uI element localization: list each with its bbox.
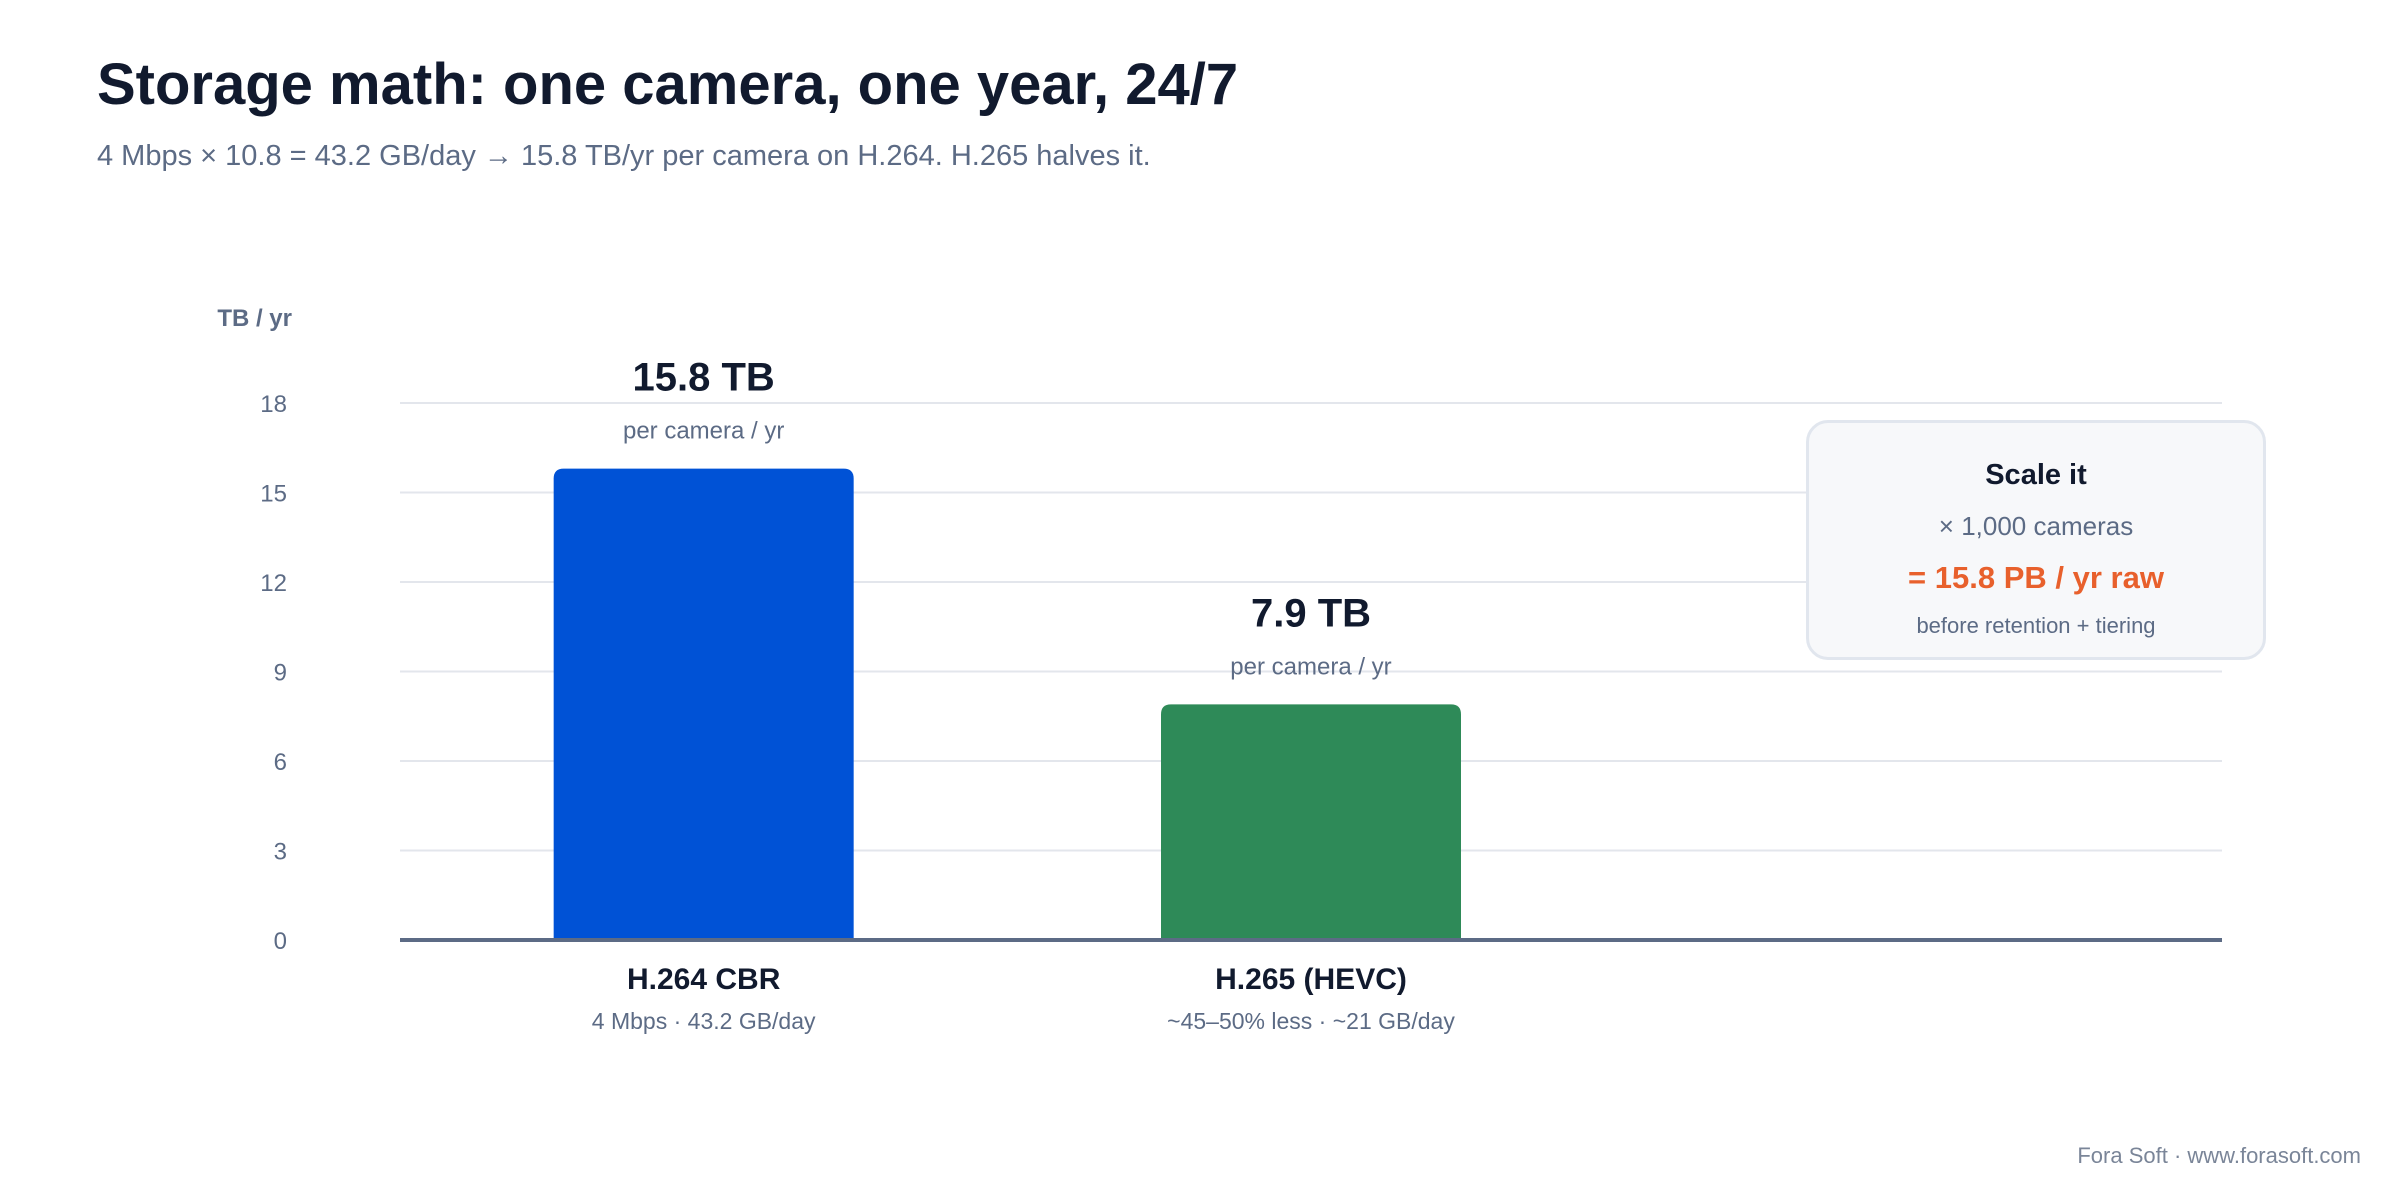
- scale-callout: Scale it × 1,000 cameras = 15.8 PB / yr …: [1806, 420, 2266, 660]
- chart-title: Storage math: one camera, one year, 24/7: [97, 52, 1239, 117]
- bar-value-sublabel: per camera / yr: [1230, 653, 1391, 680]
- y-tick-label: 12: [260, 570, 287, 597]
- bar-value-sublabel: per camera / yr: [623, 418, 784, 445]
- callout-note: before retention + tiering: [1916, 613, 2156, 638]
- y-tick-label: 6: [274, 749, 287, 776]
- bar-value-label: 7.9 TB: [1251, 591, 1371, 635]
- x-category-sublabel: ~45–50% less · ~21 GB/day: [1167, 1008, 1455, 1034]
- bar-value-label: 15.8 TB: [633, 356, 775, 400]
- footer-credit: Fora Soft · www.forasoft.com: [2077, 1143, 2361, 1168]
- callout-total: = 15.8 PB / yr raw: [1908, 560, 2164, 595]
- bar-1: [553, 468, 854, 940]
- y-tick-label: 3: [274, 839, 287, 866]
- callout-multiplier: × 1,000 cameras: [1938, 511, 2134, 541]
- y-axis-label: TB / yr: [217, 305, 292, 332]
- x-category-sublabel: 4 Mbps · 43.2 GB/day: [592, 1008, 816, 1034]
- y-tick-label: 15: [260, 481, 287, 508]
- y-tick-label: 18: [260, 391, 287, 418]
- x-category-label: H.264 CBR: [627, 963, 781, 996]
- bar-labels: 15.8 TB per camera / yr H.264 CBR 4 Mbps · …: [592, 356, 1456, 1034]
- bars: [553, 468, 1461, 940]
- y-axis-ticks: 0 3 6 9 12 15 18: [260, 391, 287, 955]
- x-category-label: H.265 (HEVC): [1215, 963, 1407, 996]
- bar-2: [1161, 704, 1461, 940]
- callout-title: Scale it: [1985, 459, 2087, 491]
- y-tick-label: 9: [274, 660, 287, 687]
- y-tick-label: 0: [274, 928, 287, 955]
- chart-subtitle: 4 Mbps × 10.8 = 43.2 GB/day → 15.8 TB/yr…: [97, 140, 1151, 172]
